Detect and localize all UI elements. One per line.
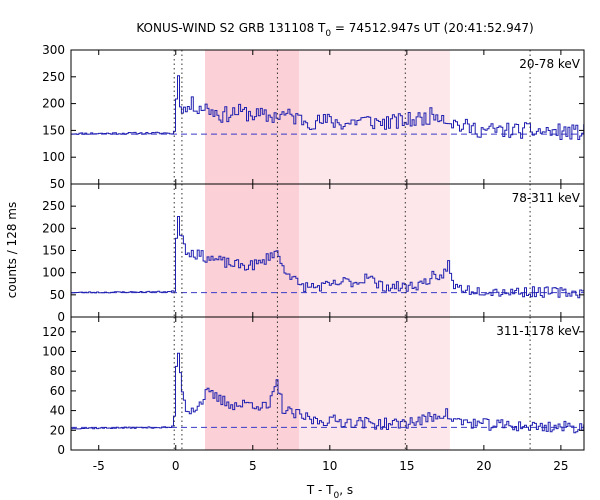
y-tick-label: 200 [42, 221, 65, 235]
y-tick-label: 100 [42, 344, 65, 358]
y-axis-label: counts / 128 ms [5, 202, 19, 298]
x-axis-label: T - T0, s [306, 483, 353, 500]
panel-frame [70, 316, 585, 451]
x-tick-label: -5 [93, 459, 105, 473]
y-tick-label: 50 [50, 288, 65, 302]
x-tick-label: 10 [322, 459, 337, 473]
light-curve-series [71, 352, 585, 434]
y-tick-label: 80 [50, 364, 65, 378]
x-tick-label: 15 [399, 459, 414, 473]
y-tick-label: 60 [50, 384, 65, 398]
y-tick-label: 150 [42, 244, 65, 258]
y-tick-label: 100 [42, 150, 65, 164]
y-tick-label: 0 [57, 443, 65, 457]
y-tick-label: 250 [42, 199, 65, 213]
energy-band-label: 311-1178 keV [496, 324, 580, 338]
y-tick-label: 150 [42, 123, 65, 137]
y-tick-label: 120 [42, 325, 65, 339]
chart-title: KONUS-WIND S2 GRB 131108 T0 = 74512.947s… [136, 21, 533, 39]
x-tick-label: 0 [172, 459, 180, 473]
x-tick-label: 25 [553, 459, 568, 473]
y-tick-label: 20 [50, 423, 65, 437]
energy-band-label: 78-311 keV [512, 191, 581, 205]
x-tick-label: 20 [476, 459, 491, 473]
y-tick-label: 250 [42, 70, 65, 84]
y-tick-label: 50 [50, 177, 65, 191]
energy-band-label: 20-78 keV [519, 57, 581, 71]
y-tick-label: 300 [42, 43, 65, 57]
x-tick-label: 5 [249, 459, 257, 473]
light-curve-series [71, 216, 585, 299]
shaded-interval-2 [205, 50, 299, 450]
y-tick-label: 0 [57, 310, 65, 324]
y-tick-label: 100 [42, 266, 65, 280]
y-tick-label: 200 [42, 97, 65, 111]
light-curve-series [71, 75, 585, 140]
y-tick-label: 40 [50, 404, 65, 418]
